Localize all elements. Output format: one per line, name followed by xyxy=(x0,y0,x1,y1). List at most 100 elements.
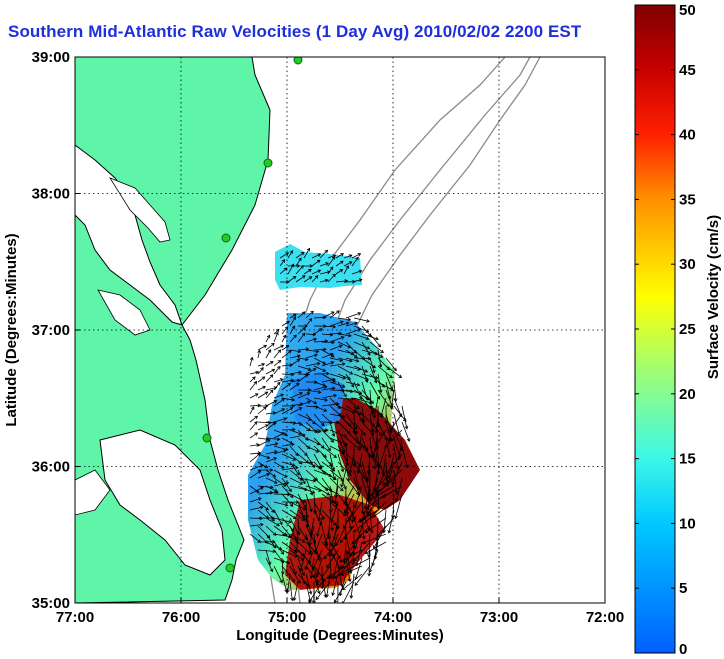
velocity-arrow xyxy=(289,334,297,343)
velocity-arrow xyxy=(289,407,302,415)
velocity-arrow-head xyxy=(361,356,366,360)
velocity-arrow-head xyxy=(333,393,338,398)
velocity-arrow xyxy=(257,492,273,495)
velocity-arrow xyxy=(353,317,370,322)
velocity-arrow xyxy=(249,406,255,415)
velocity-arrow-head xyxy=(375,336,379,341)
velocity-arrow-head xyxy=(366,319,370,323)
velocity-arrow xyxy=(375,469,387,493)
colorbar-tick-label: 20 xyxy=(679,386,696,403)
velocity-arrow xyxy=(297,333,306,343)
velocity-arrow xyxy=(330,501,339,523)
velocity-arrow xyxy=(361,469,370,489)
velocity-arrow xyxy=(257,350,261,359)
velocity-arrow-head xyxy=(378,364,383,368)
velocity-arrow xyxy=(353,373,369,381)
velocity-arrow-head xyxy=(254,432,259,436)
velocity-arrow xyxy=(265,349,271,359)
velocity-arrow-head xyxy=(333,599,338,603)
velocity-arrow xyxy=(257,363,265,367)
velocity-arrow xyxy=(249,497,262,503)
velocity-arrow-head xyxy=(317,517,321,522)
velocity-arrow xyxy=(257,549,276,552)
velocity-arrow xyxy=(273,360,281,367)
x-tick-label: 74:00 xyxy=(374,609,412,626)
velocity-arrow xyxy=(289,445,299,456)
velocity-arrow-head xyxy=(354,354,358,358)
velocity-arrow-head xyxy=(329,352,334,357)
velocity-arrow xyxy=(311,259,321,267)
velocity-arrow-head xyxy=(312,540,316,545)
velocity-arrow xyxy=(303,248,310,259)
velocity-arrow xyxy=(353,405,363,422)
velocity-arrow xyxy=(265,477,278,484)
velocity-arrow xyxy=(289,316,296,327)
velocity-arrow xyxy=(369,445,379,467)
x-tick-label: 75:00 xyxy=(268,609,306,626)
velocity-arrow-head xyxy=(319,328,323,332)
velocity-arrow xyxy=(369,509,373,534)
velocity-arrow-head xyxy=(387,454,392,459)
velocity-arrow xyxy=(305,581,311,603)
velocity-arrow-head xyxy=(286,320,290,325)
velocity-arrow-head xyxy=(373,545,377,549)
velocity-arrow xyxy=(281,443,295,447)
velocity-arrow xyxy=(345,437,361,451)
velocity-arrow-head xyxy=(367,573,372,577)
velocity-arrow xyxy=(313,340,328,343)
velocity-arrow-head xyxy=(353,557,357,562)
velocity-arrow-head xyxy=(374,430,379,434)
velocity-arrow-head xyxy=(272,422,277,426)
velocity-arrow xyxy=(361,357,376,369)
velocity-arrow xyxy=(377,349,382,368)
velocity-arrow xyxy=(335,253,344,259)
velocity-arrow-head xyxy=(304,566,308,571)
station-marker xyxy=(202,433,212,443)
velocity-arrow-head xyxy=(371,369,376,374)
velocity-arrow-head xyxy=(332,324,337,329)
velocity-arrow xyxy=(345,341,357,354)
velocity-arrow-head xyxy=(341,384,346,388)
velocity-arrow-head xyxy=(263,344,268,349)
velocity-arrow xyxy=(289,517,300,535)
velocity-arrow xyxy=(305,493,313,512)
velocity-arrow-head xyxy=(340,483,344,488)
velocity-arrow xyxy=(345,349,358,358)
velocity-arrow-head xyxy=(398,374,403,378)
velocity-arrow-head xyxy=(252,376,256,380)
colorbar-tick-label: 10 xyxy=(679,515,696,532)
velocity-arrow-head xyxy=(373,465,377,470)
velocity-arrow xyxy=(393,437,401,458)
velocity-arrow-head xyxy=(296,359,301,363)
velocity-arrow-head xyxy=(274,442,279,446)
velocity-arrow xyxy=(305,362,320,367)
velocity-arrow xyxy=(257,406,267,415)
velocity-arrow-head xyxy=(266,455,271,460)
velocity-arrow xyxy=(265,491,279,495)
velocity-arrow-head xyxy=(283,474,288,478)
velocity-arrow-head xyxy=(265,506,269,511)
velocity-arrow-head xyxy=(404,464,409,469)
velocity-arrow xyxy=(373,397,379,419)
velocity-arrow-head xyxy=(306,392,311,396)
velocity-arrow xyxy=(297,400,311,407)
velocity-arrow-head xyxy=(372,364,376,369)
velocity-arrow xyxy=(265,437,280,440)
velocity-arrow-head xyxy=(323,315,327,320)
y-axis-label: Latitude (Degrees:Minutes) xyxy=(3,233,20,426)
velocity-arrow xyxy=(327,254,336,259)
velocity-arrow xyxy=(361,445,377,462)
velocity-arrow-head xyxy=(366,495,370,500)
velocity-arrow xyxy=(281,493,294,507)
velocity-arrow-head xyxy=(281,259,286,263)
velocity-arrow xyxy=(361,509,370,531)
velocity-arrow-head xyxy=(292,427,296,432)
velocity-arrow-head xyxy=(332,273,336,278)
velocity-arrow xyxy=(401,421,410,442)
colorbar-tick-label: 45 xyxy=(679,62,696,79)
velocity-arrow xyxy=(273,378,283,383)
velocity-arrow xyxy=(335,280,348,283)
velocity-arrow-head xyxy=(263,406,267,410)
velocity-arrow-head xyxy=(353,504,358,509)
velocity-arrow xyxy=(345,329,361,335)
